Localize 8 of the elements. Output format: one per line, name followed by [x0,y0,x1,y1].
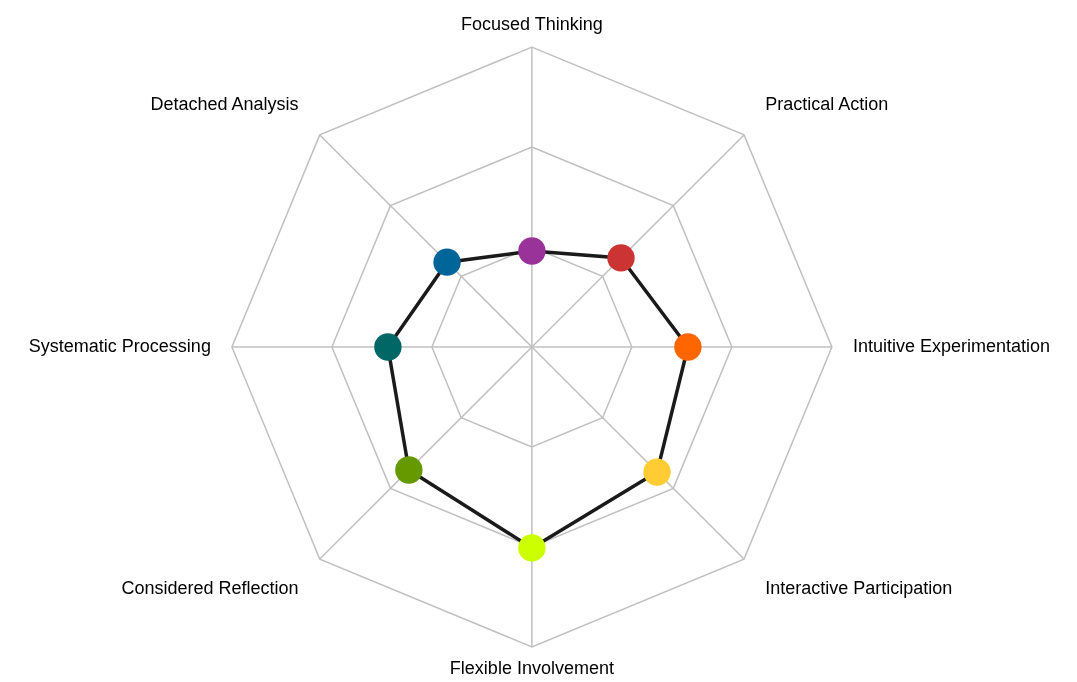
spoke-label: Detached Analysis [150,93,299,114]
spoke-label: Practical Action [765,93,889,114]
spoke-label: Intuitive Experimentation [852,336,1051,356]
spoke-label: Focused Thinking [461,13,603,34]
spoke-label: Flexible Involvement [449,658,614,679]
spoke-label: Interactive Participation [765,578,953,599]
spoke-label: Considered Reflection [121,578,299,599]
spoke-label: Systematic Processing [28,336,211,356]
